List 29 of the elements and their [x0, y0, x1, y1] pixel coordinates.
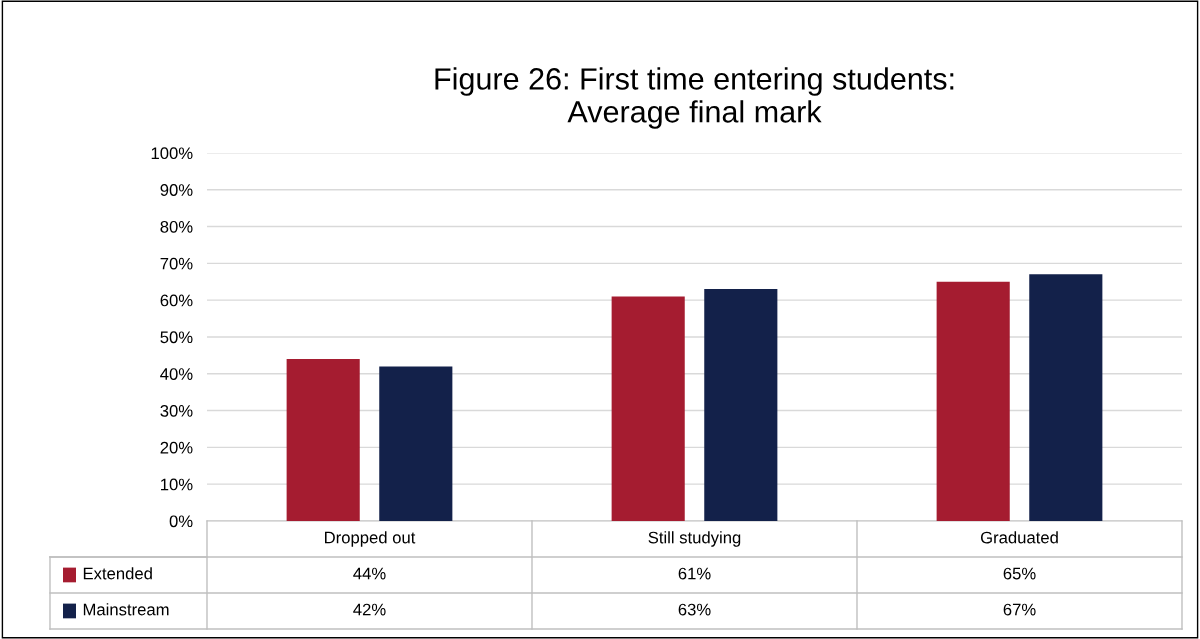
bar: [936, 281, 1010, 521]
y-tick-label: 70%: [160, 257, 193, 270]
y-tick-label: 100%: [151, 147, 193, 160]
y-tick-label: 50%: [160, 331, 193, 344]
data-label: 65%: [1003, 567, 1036, 580]
data-label: 63%: [678, 603, 711, 616]
bar: [1029, 274, 1103, 521]
y-tick-label: 60%: [160, 294, 193, 307]
x-tick-label: Dropped out: [325, 531, 416, 547]
y-tick-label: 10%: [161, 478, 193, 491]
y-tick-label: 20%: [160, 441, 193, 454]
chart-title: Figure 26: First time entering students: Average final mark: [435, 67, 954, 129]
y-tick-label: 30%: [160, 404, 193, 417]
x-tick-label: Still studying: [648, 531, 741, 547]
legend-label: Extended: [83, 567, 152, 580]
y-tick-label: 40%: [160, 368, 193, 380]
y-tick-label: 0%: [169, 515, 193, 528]
data-label: 67%: [1003, 603, 1036, 616]
legend-label: Mainstream: [83, 603, 169, 616]
data-label: 42%: [353, 603, 386, 616]
y-tick-label: 90%: [160, 184, 193, 196]
data-label: 44%: [353, 567, 386, 580]
bar: [704, 289, 778, 521]
data-label: 61%: [678, 567, 711, 580]
bar: [611, 296, 685, 521]
x-tick-label: Graduated: [980, 531, 1058, 544]
y-tick-label: 80%: [160, 220, 193, 233]
bar: [286, 359, 360, 521]
bar: [379, 366, 453, 521]
